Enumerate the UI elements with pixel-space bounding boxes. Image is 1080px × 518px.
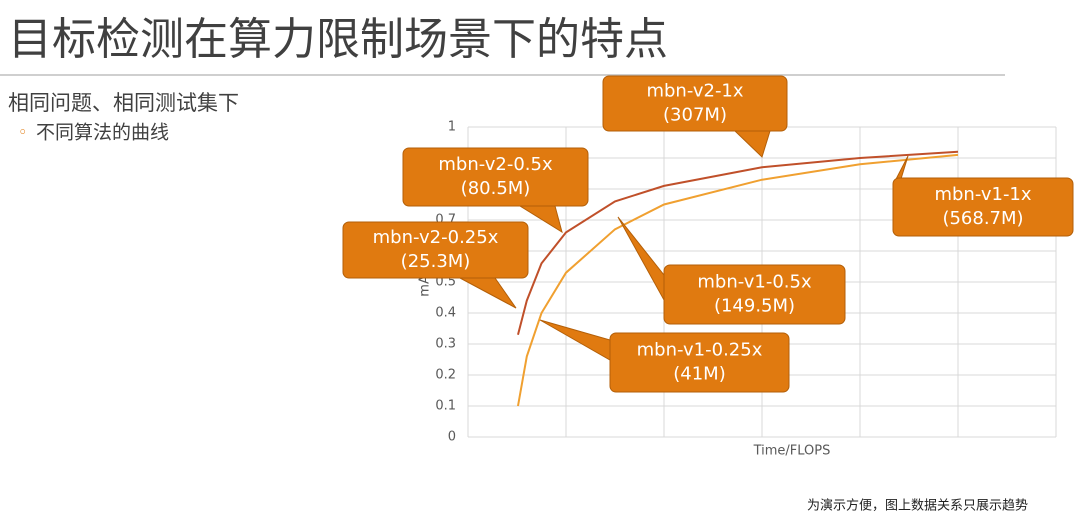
callout-box (402, 147, 589, 207)
callout-text: (80.5M) (461, 178, 531, 199)
bullet: 相同问题、相同测试集下 (8, 91, 239, 115)
callout-box (663, 264, 846, 325)
callout-text: mbn-v1-1x (934, 184, 1031, 205)
callout-text: (41M) (673, 364, 725, 385)
callout-text: (149.5M) (714, 296, 795, 317)
slide-title: 目标检测在算力限制场景下的特点 (8, 14, 668, 65)
y-tick-label: 0.4 (435, 306, 456, 321)
callout-box (602, 75, 788, 132)
y-tick-label: 1 (448, 120, 456, 135)
callout-box (892, 177, 1074, 237)
callout-box (342, 221, 529, 279)
callout-text: (568.7M) (942, 208, 1023, 229)
y-tick-label: 0.1 (435, 399, 456, 414)
bullet-marker: ◦ (18, 123, 27, 142)
callout-text: (25.3M) (401, 251, 471, 272)
note: 为演示方便，图上数据关系只展示趋势 (807, 498, 1028, 514)
callout-text: (307M) (663, 105, 727, 126)
y-tick-label: 0.3 (435, 337, 456, 352)
callout-box (609, 332, 790, 393)
callout-text: mbn-v2-0.25x (373, 227, 499, 248)
callout-text: mbn-v2-0.5x (438, 154, 553, 175)
line-series (516, 153, 959, 407)
line-series (517, 150, 959, 335)
callout-text: mbn-v1-0.25x (637, 340, 763, 361)
callout-text: mbn-v1-0.5x (697, 272, 812, 293)
sub-bullet: 不同算法的曲线 (36, 122, 169, 144)
y-tick-label: 0.2 (435, 368, 456, 383)
x-axis-label: Time/FLOPS (753, 444, 831, 459)
callout-text: mbn-v2-1x (646, 81, 743, 102)
y-tick-label: 0 (448, 430, 456, 445)
